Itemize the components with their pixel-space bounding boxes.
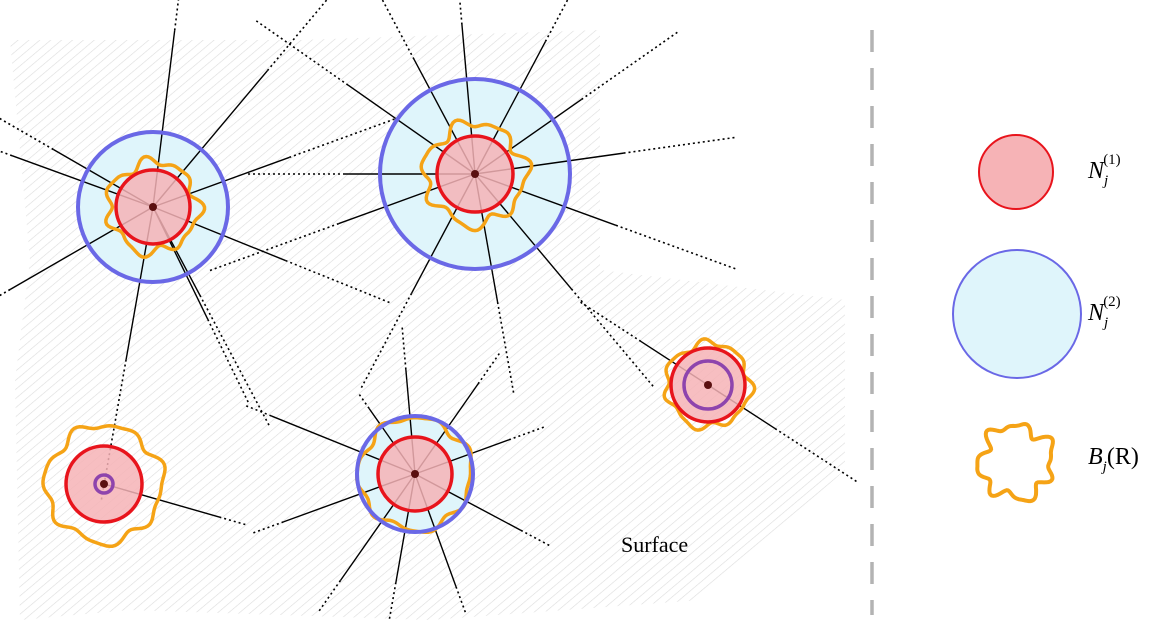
- legend-item-ball: Bj(R): [975, 421, 1139, 504]
- ray-dotted: [544, 0, 569, 42]
- legend-ball-base: B: [1088, 444, 1103, 470]
- ray-dotted: [520, 529, 553, 548]
- legend-item-n2: Nj (2): [952, 249, 1121, 379]
- n2-neighborhood-boundary: [76, 130, 230, 284]
- ray-dotted: [316, 580, 342, 614]
- ray-dotted: [359, 292, 413, 391]
- cluster-layer: [0, 0, 860, 622]
- legend-n2-sub: j: [1102, 315, 1108, 331]
- ray-dotted: [356, 391, 370, 409]
- ray-dotted: [285, 259, 390, 304]
- legend-n2-sup: (2): [1103, 294, 1121, 310]
- cluster-3: [577, 299, 860, 484]
- ray-dotted: [623, 136, 738, 154]
- ray-dotted: [243, 403, 272, 417]
- cluster-2: [206, 0, 739, 396]
- ball-boundary: [104, 154, 207, 259]
- n1-neighborhood-boundary: [64, 444, 144, 524]
- ray-dotted: [199, 294, 272, 429]
- n1-neighborhood-boundary: [376, 435, 454, 513]
- surface-label: Surface: [621, 532, 688, 557]
- ray-dotted: [774, 427, 860, 484]
- legend-swatch-n1: [978, 134, 1054, 210]
- center-point: [100, 480, 108, 488]
- legend-ball-sub: j: [1101, 459, 1107, 475]
- ball-boundary: [419, 118, 534, 233]
- center-point: [149, 203, 157, 211]
- cluster-1: [0, 0, 403, 503]
- ray-dotted: [508, 425, 547, 441]
- legend-label-ball: Bj(R): [1088, 444, 1139, 475]
- ray-dotted: [581, 29, 681, 101]
- ray-dotted: [288, 115, 403, 159]
- n1-neighborhood-boundary: [435, 134, 515, 214]
- ray-dotted: [0, 288, 11, 297]
- legend-n1-base: N: [1087, 158, 1106, 184]
- cluster-4: [41, 424, 249, 549]
- legend-n2-base: N: [1087, 300, 1106, 326]
- center-point: [704, 381, 712, 389]
- inner-neighborhood-boundary: [682, 359, 734, 411]
- n2-neighborhood-boundary: [378, 77, 572, 271]
- ray-dotted: [455, 586, 468, 616]
- n1-neighborhood-boundary: [669, 346, 747, 424]
- ray-dotted: [173, 0, 180, 31]
- legend-ball-suffix: (R): [1107, 444, 1139, 470]
- ball-boundary: [41, 424, 167, 549]
- center-point: [411, 470, 419, 478]
- ray-dotted: [388, 582, 397, 622]
- ray-dotted: [250, 521, 284, 535]
- legend-item-n1: Nj (1): [978, 134, 1121, 210]
- legend-swatch-ball: [975, 421, 1055, 504]
- legend-swatch-n2: [952, 249, 1082, 379]
- n1-neighborhood-boundary: [114, 168, 192, 246]
- ball-boundary: [662, 337, 757, 432]
- legend-n1-sup: (1): [1103, 152, 1121, 168]
- legend: Nj(1) Nj(2) Bj(R): [952, 134, 1139, 504]
- ray-dotted: [206, 222, 340, 273]
- ray-dotted: [207, 318, 251, 406]
- center-point: [471, 170, 479, 178]
- cluster-5: [243, 324, 553, 622]
- legend-label-n1: Nj (1): [1087, 152, 1121, 189]
- ray-dotted: [615, 224, 739, 271]
- ray-dotted: [253, 18, 349, 86]
- ray-dotted: [458, 0, 463, 25]
- ray-dotted: [0, 150, 13, 157]
- ray-dotted: [0, 117, 54, 151]
- legend-label-n2: Nj (2): [1087, 294, 1121, 331]
- ray-dotted: [219, 516, 249, 527]
- ray-dotted: [477, 350, 502, 385]
- ray-dotted: [496, 301, 515, 396]
- inner-neighborhood-boundary: [93, 473, 115, 495]
- legend-n1-sub: j: [1102, 173, 1108, 189]
- n2-neighborhood-boundary: [355, 414, 475, 534]
- ray-dotted: [381, 0, 415, 60]
